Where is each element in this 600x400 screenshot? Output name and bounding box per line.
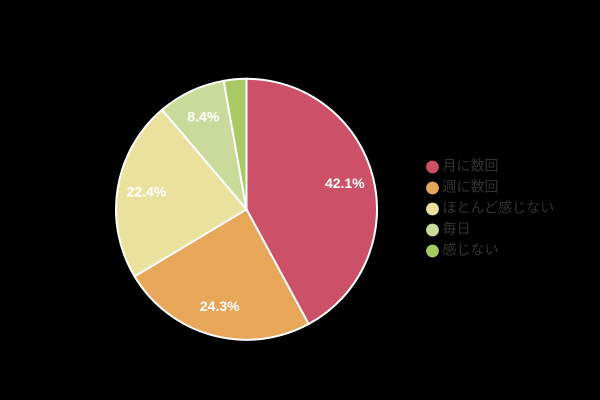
svg-text:8.4%: 8.4% [187,108,219,124]
svg-text:週に数回: 週に数回 [443,179,499,195]
svg-text:毎日: 毎日 [443,221,471,237]
svg-text:感じない: 感じない [443,242,499,258]
svg-text:22.4%: 22.4% [127,184,167,200]
svg-text:24.3%: 24.3% [200,298,240,314]
svg-text:月に数回: 月に数回 [443,158,499,174]
svg-text:ほとんど感じない: ほとんど感じない [443,200,555,216]
svg-text:42.1%: 42.1% [325,175,365,191]
